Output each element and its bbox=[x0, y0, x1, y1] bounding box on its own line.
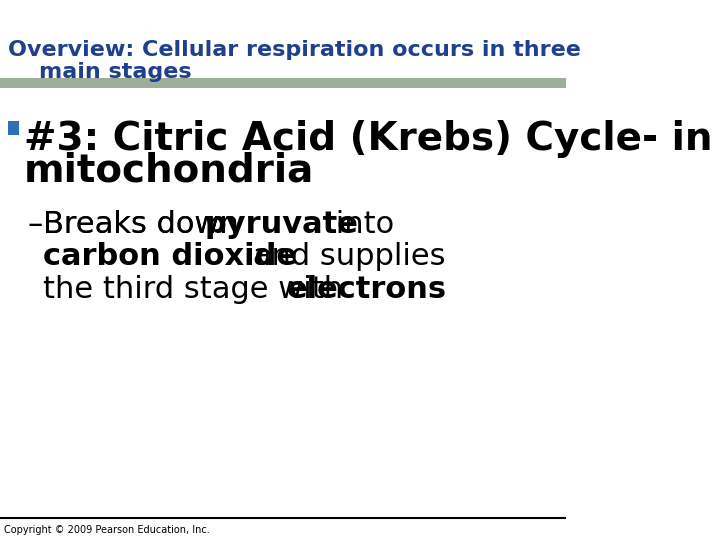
Text: Breaks down: Breaks down bbox=[43, 210, 248, 239]
Text: electrons: electrons bbox=[287, 275, 447, 304]
Text: #3: Citric Acid (Krebs) Cycle- in: #3: Citric Acid (Krebs) Cycle- in bbox=[24, 120, 712, 158]
Text: main stages: main stages bbox=[8, 62, 192, 82]
Text: Breaks down: Breaks down bbox=[43, 210, 248, 239]
FancyBboxPatch shape bbox=[8, 121, 19, 135]
Text: carbon dioxide: carbon dioxide bbox=[43, 242, 297, 271]
Text: Copyright © 2009 Pearson Education, Inc.: Copyright © 2009 Pearson Education, Inc. bbox=[4, 525, 210, 535]
Text: into: into bbox=[326, 210, 394, 239]
Text: and supplies: and supplies bbox=[243, 242, 446, 271]
Text: Overview: Cellular respiration occurs in three: Overview: Cellular respiration occurs in… bbox=[8, 40, 581, 60]
FancyBboxPatch shape bbox=[0, 78, 566, 88]
Text: –: – bbox=[27, 210, 42, 239]
Text: mitochondria: mitochondria bbox=[24, 152, 314, 190]
Text: pyruvate: pyruvate bbox=[205, 210, 359, 239]
Text: the third stage with: the third stage with bbox=[43, 275, 353, 304]
